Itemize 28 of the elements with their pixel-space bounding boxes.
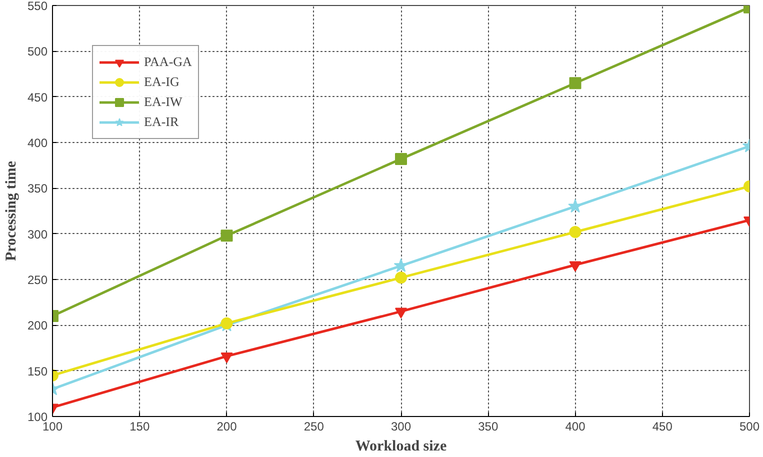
legend-label: EA-IR [144, 114, 179, 130]
y-tick-label: 500 [27, 44, 48, 59]
y-tick-label: 450 [27, 90, 48, 104]
y-tick-label: 350 [27, 182, 48, 196]
point [569, 226, 582, 238]
y-axis-title: Processing time [3, 160, 20, 262]
x-tick-label: 500 [739, 420, 760, 434]
x-tick-label: 350 [478, 420, 498, 434]
x-tick-label: 250 [304, 420, 324, 434]
x-tick-label: 400 [565, 420, 586, 434]
legend-label: EA-IG [144, 74, 180, 90]
y-tick-label: 400 [27, 136, 48, 150]
x-tick-label: 100 [42, 420, 63, 434]
y-tick-label: 200 [27, 318, 48, 333]
legend-label: PAA-GA [144, 54, 192, 70]
x-tick-label: 450 [652, 420, 673, 434]
x-axis-title: Workload size [355, 438, 447, 454]
y-tick-label: 550 [27, 0, 48, 13]
point [569, 77, 582, 90]
x-tick-label: 200 [216, 420, 238, 434]
y-tick-label: 300 [27, 227, 48, 242]
x-tick-label: 150 [130, 420, 150, 434]
x-tick-label: 300 [390, 420, 412, 434]
point [395, 272, 407, 284]
y-tick-label: 150 [27, 364, 48, 378]
point [395, 152, 407, 165]
legend-label: EA-IW [144, 94, 182, 110]
y-tick-label: 250 [27, 273, 48, 287]
